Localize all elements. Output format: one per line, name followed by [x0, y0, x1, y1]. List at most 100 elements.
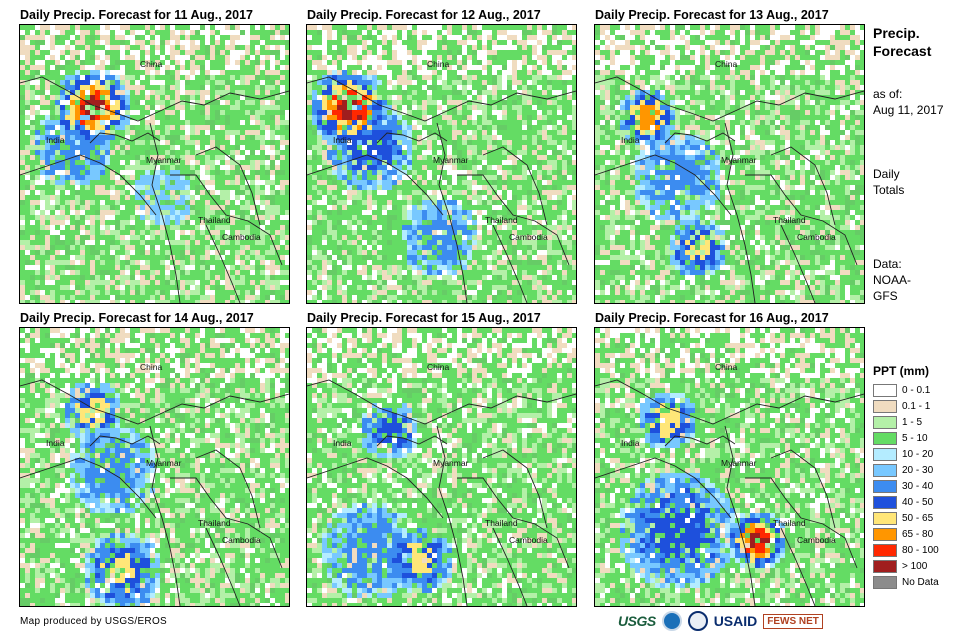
panel-title: Daily Precip. Forecast for 11 Aug., 2017 [20, 8, 253, 22]
country-label-china: China [140, 59, 163, 69]
precip-map: China India Myanmar Thailand Cambodia [306, 24, 577, 304]
forecast-panel-12-aug: Daily Precip. Forecast for 12 Aug., 2017… [306, 7, 591, 304]
country-label-cambodia: Cambodia [797, 535, 836, 545]
country-border [770, 146, 836, 226]
country-label-india: India [621, 438, 640, 448]
country-label-myanmar: Myanmar [721, 458, 757, 468]
country-border [745, 174, 858, 266]
legend-item: 20 - 30 [873, 462, 939, 478]
legend-title: PPT (mm) [873, 364, 930, 378]
legend-label: No Data [902, 576, 939, 588]
country-label-thailand: Thailand [773, 518, 806, 528]
country-label-china: China [427, 59, 450, 69]
country-label-india: India [46, 438, 65, 448]
country-border [205, 527, 241, 606]
country-border [20, 379, 289, 425]
data-source-line3: GFS [873, 289, 898, 303]
legend-swatch [873, 575, 897, 589]
panel-title: Daily Precip. Forecast for 13 Aug., 2017 [595, 8, 829, 22]
country-border [457, 174, 570, 266]
country-border [170, 477, 283, 569]
legend-item: 30 - 40 [873, 478, 939, 494]
data-source: Data: NOAA- GFS [873, 256, 911, 304]
legend-label: 5 - 10 [902, 432, 928, 444]
legend-label: 0 - 0.1 [902, 384, 931, 396]
panel-title: Daily Precip. Forecast for 12 Aug., 2017 [307, 8, 541, 22]
usgs-logo: USGS [618, 613, 656, 629]
country-border [89, 132, 161, 144]
precip-raster [595, 25, 864, 303]
country-label-india: India [621, 135, 640, 145]
usaid-seal-icon [687, 611, 708, 631]
country-border [307, 154, 444, 216]
country-border [724, 425, 756, 606]
as-of-date: as of: Aug 11, 2017 [873, 86, 944, 118]
legend-item: > 100 [873, 558, 939, 574]
country-label-india: India [46, 135, 65, 145]
legend-swatch [873, 399, 897, 413]
precip-raster [595, 328, 864, 606]
country-label-thailand: Thailand [198, 215, 231, 225]
info-title-line2: Forecast [873, 43, 932, 59]
legend-item: No Data [873, 574, 939, 590]
precip-raster [307, 25, 576, 303]
country-border [780, 224, 816, 303]
precip-map: China India Myanmar Thailand Cambodia [594, 24, 865, 304]
country-label-china: China [427, 362, 450, 372]
country-border [170, 174, 283, 266]
country-label-china: China [715, 59, 738, 69]
data-source-label: Data: [873, 257, 902, 271]
country-label-myanmar: Myanmar [146, 155, 182, 165]
legend-label: 80 - 100 [902, 544, 939, 556]
legend-swatch [873, 415, 897, 429]
legend-label: > 100 [902, 560, 928, 572]
country-label-china: China [140, 362, 163, 372]
noaa-seal-icon [661, 611, 682, 631]
forecast-panel-15-aug: Daily Precip. Forecast for 15 Aug., 2017… [306, 310, 591, 607]
legend-item: 0.1 - 1 [873, 398, 939, 414]
country-border [20, 457, 157, 519]
legend-item: 0 - 0.1 [873, 382, 939, 398]
legend-label: 30 - 40 [902, 480, 934, 492]
fewsnet-logo: FEWS NET [763, 613, 823, 629]
country-border [436, 425, 468, 606]
panel-title: Daily Precip. Forecast for 15 Aug., 2017 [307, 311, 541, 325]
country-border [205, 224, 241, 303]
country-border [457, 477, 570, 569]
country-border [149, 425, 181, 606]
legend-swatch [873, 447, 897, 461]
precip-map: China India Myanmar Thailand Cambodia [19, 327, 290, 607]
country-label-cambodia: Cambodia [797, 232, 836, 242]
country-border [89, 435, 161, 447]
legend-label: 0.1 - 1 [902, 400, 931, 412]
country-label-cambodia: Cambodia [222, 535, 261, 545]
country-border [20, 154, 157, 216]
country-border [664, 132, 736, 144]
legend-swatch [873, 383, 897, 397]
country-label-cambodia: Cambodia [509, 535, 548, 545]
legend-item: 40 - 50 [873, 494, 939, 510]
country-border [376, 132, 448, 144]
legend-item: 1 - 5 [873, 414, 939, 430]
legend-swatch [873, 543, 897, 557]
country-label-china: China [715, 362, 738, 372]
country-border [595, 76, 864, 122]
agency-logos: USGS USAID FEWS NET [618, 608, 823, 634]
country-border [492, 224, 528, 303]
country-border [664, 435, 736, 447]
legend-swatch [873, 479, 897, 493]
country-label-thailand: Thailand [198, 518, 231, 528]
country-label-india: India [333, 438, 352, 448]
legend-label: 40 - 50 [902, 496, 934, 508]
legend-swatch [873, 495, 897, 509]
country-border [770, 449, 836, 529]
country-border [595, 379, 864, 425]
precip-raster [307, 328, 576, 606]
country-border [595, 457, 732, 519]
totals-note: Daily Totals [873, 166, 904, 198]
precip-map: China India Myanmar Thailand Cambodia [19, 24, 290, 304]
precip-raster [20, 25, 289, 303]
country-border [307, 76, 576, 122]
map-credit: Map produced by USGS/EROS [20, 616, 168, 627]
country-border [195, 146, 261, 226]
